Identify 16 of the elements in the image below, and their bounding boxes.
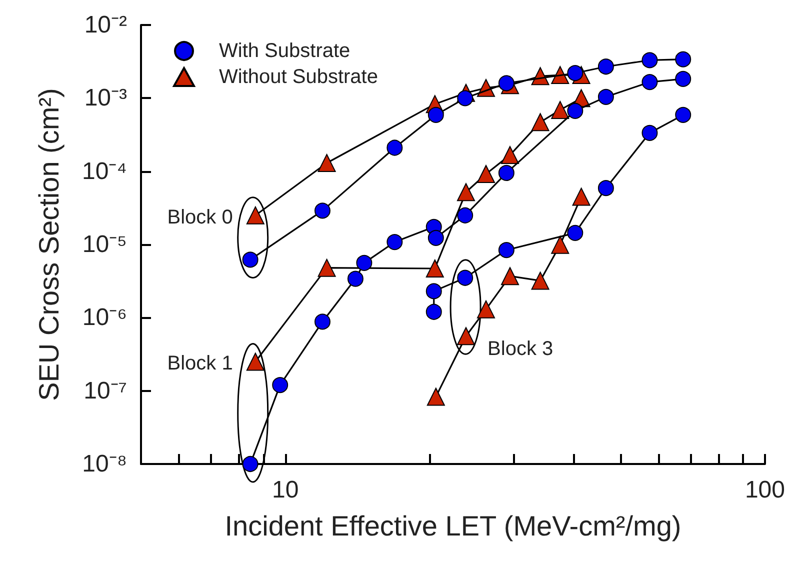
annotation: Block 1	[167, 352, 233, 375]
y-tick-label: 10⁻⁵	[82, 231, 127, 258]
x-tick-label: 100	[744, 476, 785, 504]
y-tick-label: 10⁻³	[84, 84, 128, 112]
y-tick-label: 10⁻⁴	[82, 158, 127, 185]
y-axis-title: SEU Cross Section (cm²)	[34, 88, 64, 401]
x-axis-title: Incident Effective LET (MeV-cm²/mg)	[224, 510, 682, 542]
annotation: Block 3	[488, 338, 554, 360]
x-tick-label: 10	[272, 476, 299, 504]
y-tick-label: 10⁻²	[84, 12, 128, 38]
annotation: Block 0	[167, 206, 233, 228]
legend-label: Without Substrate	[219, 66, 378, 88]
y-tick-label: 10⁻⁷	[84, 377, 127, 404]
y-tick-label: 10⁻⁸	[82, 450, 127, 478]
legend-label: With Substrate	[219, 40, 350, 62]
y-tick-label: 10⁻⁶	[82, 304, 127, 332]
